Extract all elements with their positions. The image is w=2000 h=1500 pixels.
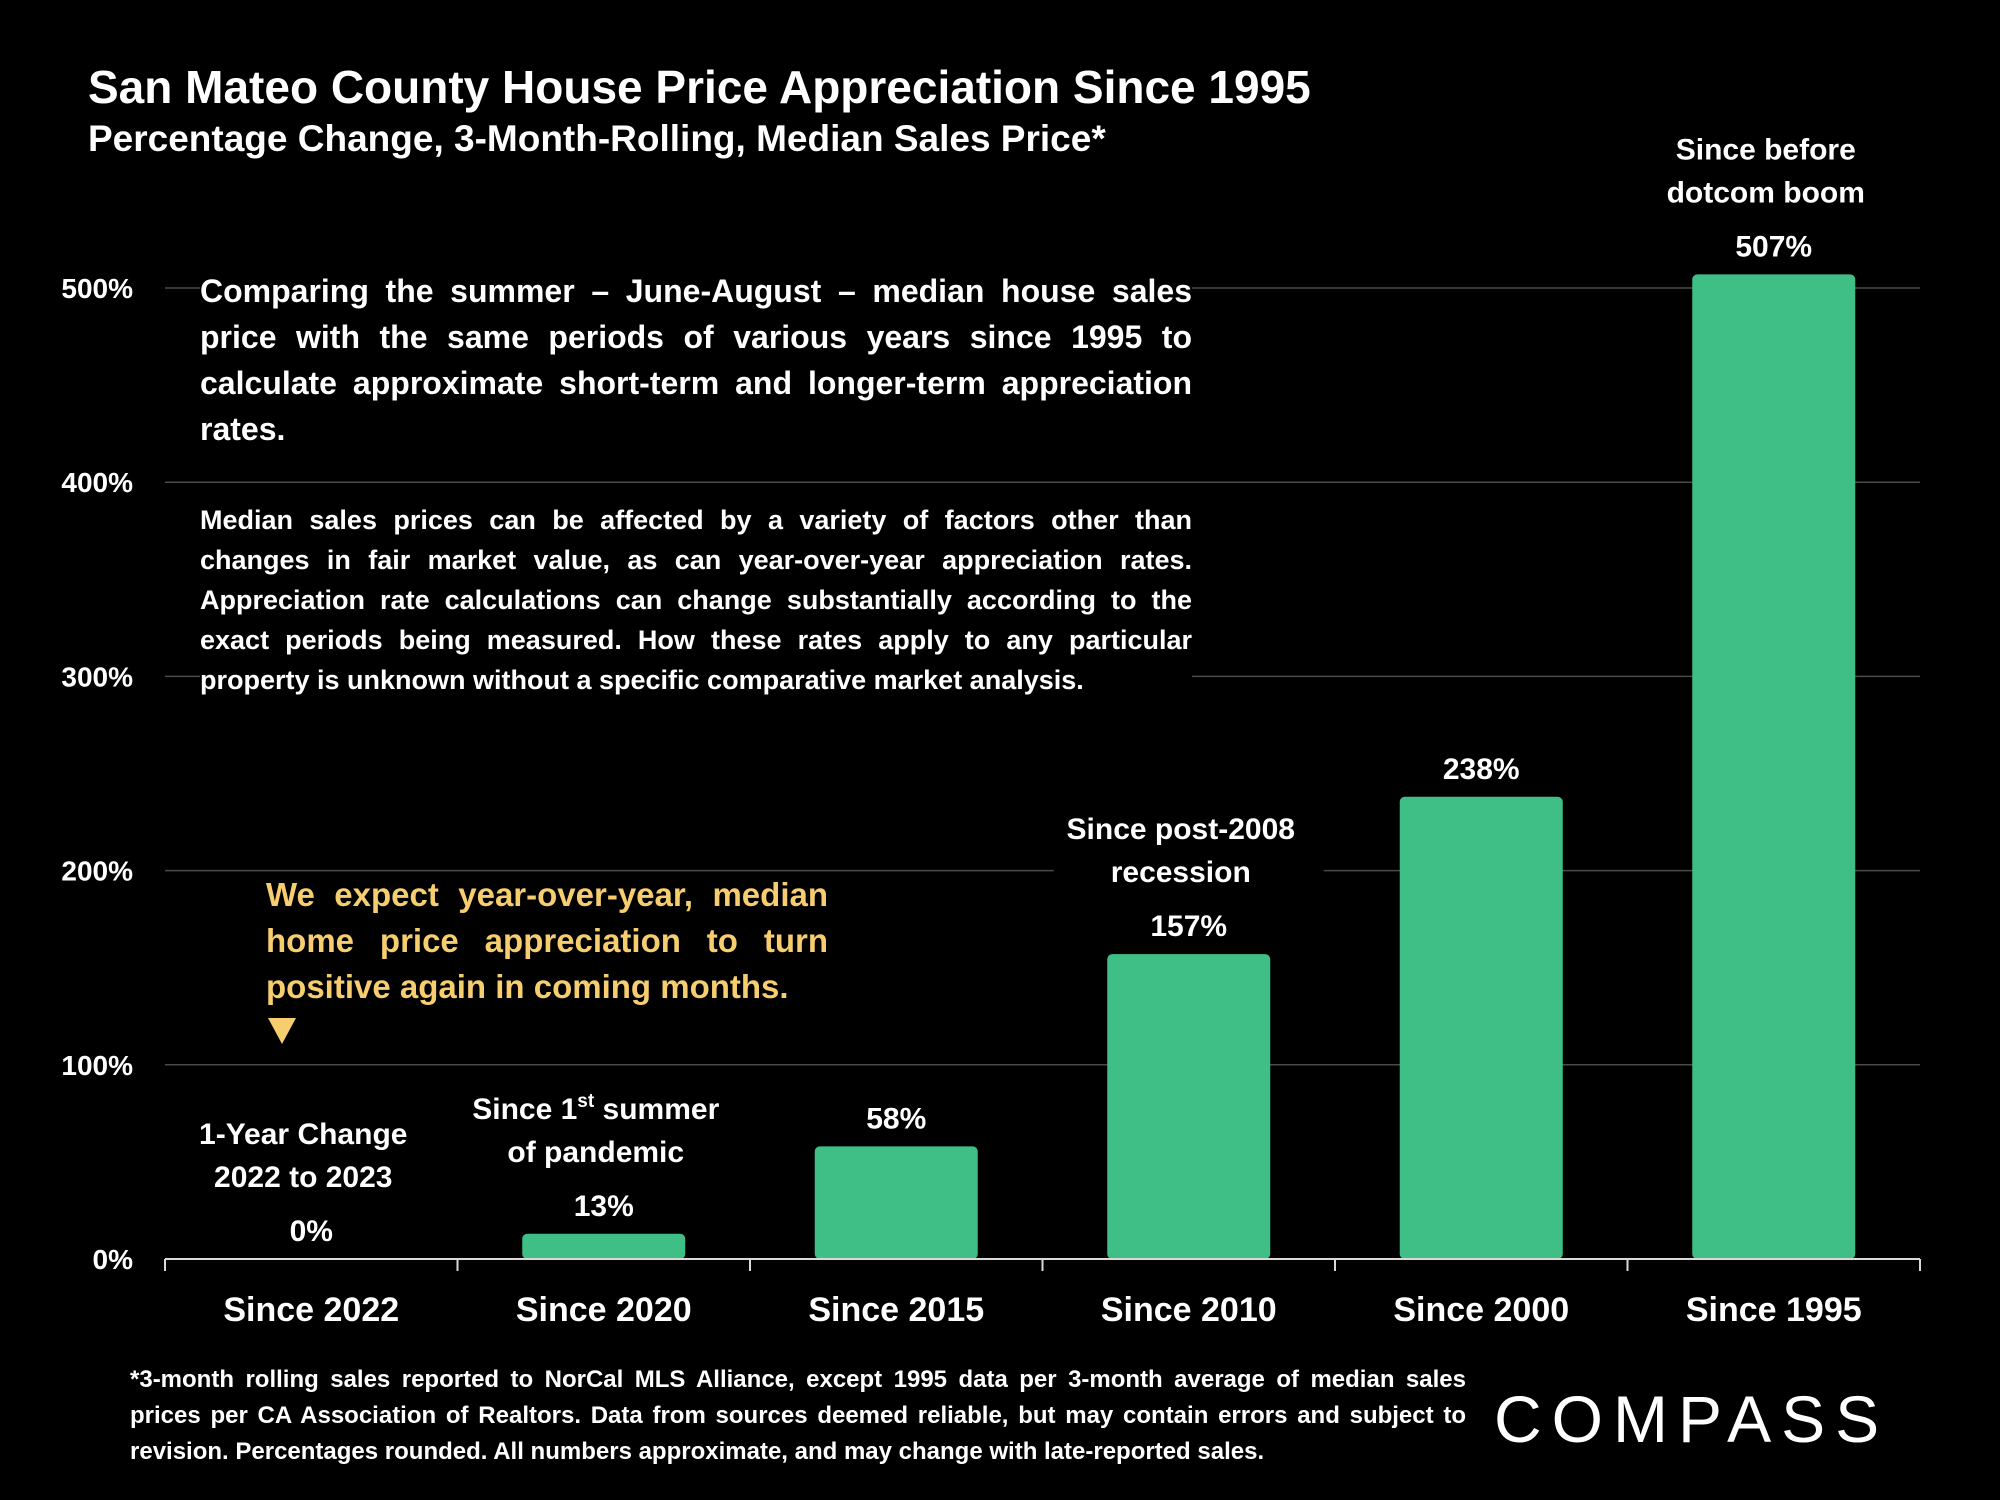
footnote: *3-month rolling sales reported to NorCa… bbox=[130, 1366, 1466, 1465]
bar-annotation: Since post-2008 bbox=[1067, 813, 1295, 846]
annotation-background bbox=[1053, 800, 1324, 899]
bar bbox=[522, 1233, 686, 1259]
disclaimer-note: Median sales prices can be affected by a… bbox=[200, 500, 1192, 700]
x-tick-label: Since 2022 bbox=[223, 1291, 399, 1329]
bar-annotation: dotcom boom bbox=[1667, 176, 1865, 209]
x-tick-label: Since 1995 bbox=[1686, 1291, 1862, 1329]
bar-annotations: 1-Year Change 2022 to 2023 Since 1st summe… bbox=[176, 120, 1909, 1203]
methodology-note: Comparing the summer – June-August – med… bbox=[200, 268, 1192, 452]
bar-annotation: of pandemic bbox=[507, 1136, 684, 1169]
annotation-background bbox=[176, 1105, 447, 1203]
data-label: 13% bbox=[574, 1190, 634, 1223]
chart-title: San Mateo County House Price Appreciatio… bbox=[88, 61, 1311, 113]
data-label: 507% bbox=[1735, 230, 1812, 263]
bar-annotation: 2022 to 2023 bbox=[214, 1161, 392, 1194]
annotation-background bbox=[468, 1079, 739, 1178]
bar bbox=[1107, 954, 1271, 1259]
chart-subtitle: Percentage Change, 3-Month-Rolling, Medi… bbox=[88, 118, 1106, 159]
x-axis: Since 2022 Since 2020 Since 2015 Since 2010… bbox=[164, 1258, 1921, 1329]
y-tick-label: 500% bbox=[61, 273, 133, 304]
data-label: 157% bbox=[1150, 910, 1227, 943]
x-tick-label: Since 2020 bbox=[516, 1291, 692, 1329]
expectation-note: We expect year-over-year, median home pr… bbox=[266, 872, 828, 1010]
bar-annotation: recession bbox=[1111, 856, 1251, 889]
annotation-background bbox=[1638, 120, 1909, 219]
y-tick-label: 400% bbox=[61, 467, 133, 498]
x-tick-label: Since 2015 bbox=[808, 1291, 984, 1329]
bars bbox=[522, 274, 1856, 1259]
y-tick-label: 0% bbox=[93, 1244, 134, 1275]
bar-annotation: 1-Year Change bbox=[199, 1118, 407, 1151]
bar-annotation: Since 1st summer bbox=[472, 1091, 719, 1126]
y-axis: 0% 100% 200% 300% 400% 500% bbox=[61, 273, 133, 1275]
y-tick-label: 300% bbox=[61, 661, 133, 692]
compass-logo: COMPASS bbox=[1494, 1382, 1889, 1456]
data-label: 0% bbox=[290, 1215, 333, 1248]
bar bbox=[1692, 274, 1856, 1259]
bar-annotation: Since before bbox=[1676, 133, 1856, 166]
y-tick-label: 200% bbox=[61, 856, 133, 887]
down-arrow-icon bbox=[268, 1018, 296, 1044]
data-label: 238% bbox=[1443, 753, 1520, 786]
bar bbox=[1399, 796, 1563, 1259]
x-tick-label: Since 2000 bbox=[1393, 1291, 1569, 1329]
x-tick-label: Since 2010 bbox=[1101, 1291, 1277, 1329]
bar bbox=[814, 1146, 978, 1259]
data-labels: 0% 13% 58% 157% 238% 507% bbox=[290, 230, 1813, 1248]
data-label: 58% bbox=[866, 1102, 926, 1135]
y-tick-label: 100% bbox=[61, 1050, 133, 1081]
compass-logo-text: COMPASS bbox=[1494, 1382, 1889, 1456]
